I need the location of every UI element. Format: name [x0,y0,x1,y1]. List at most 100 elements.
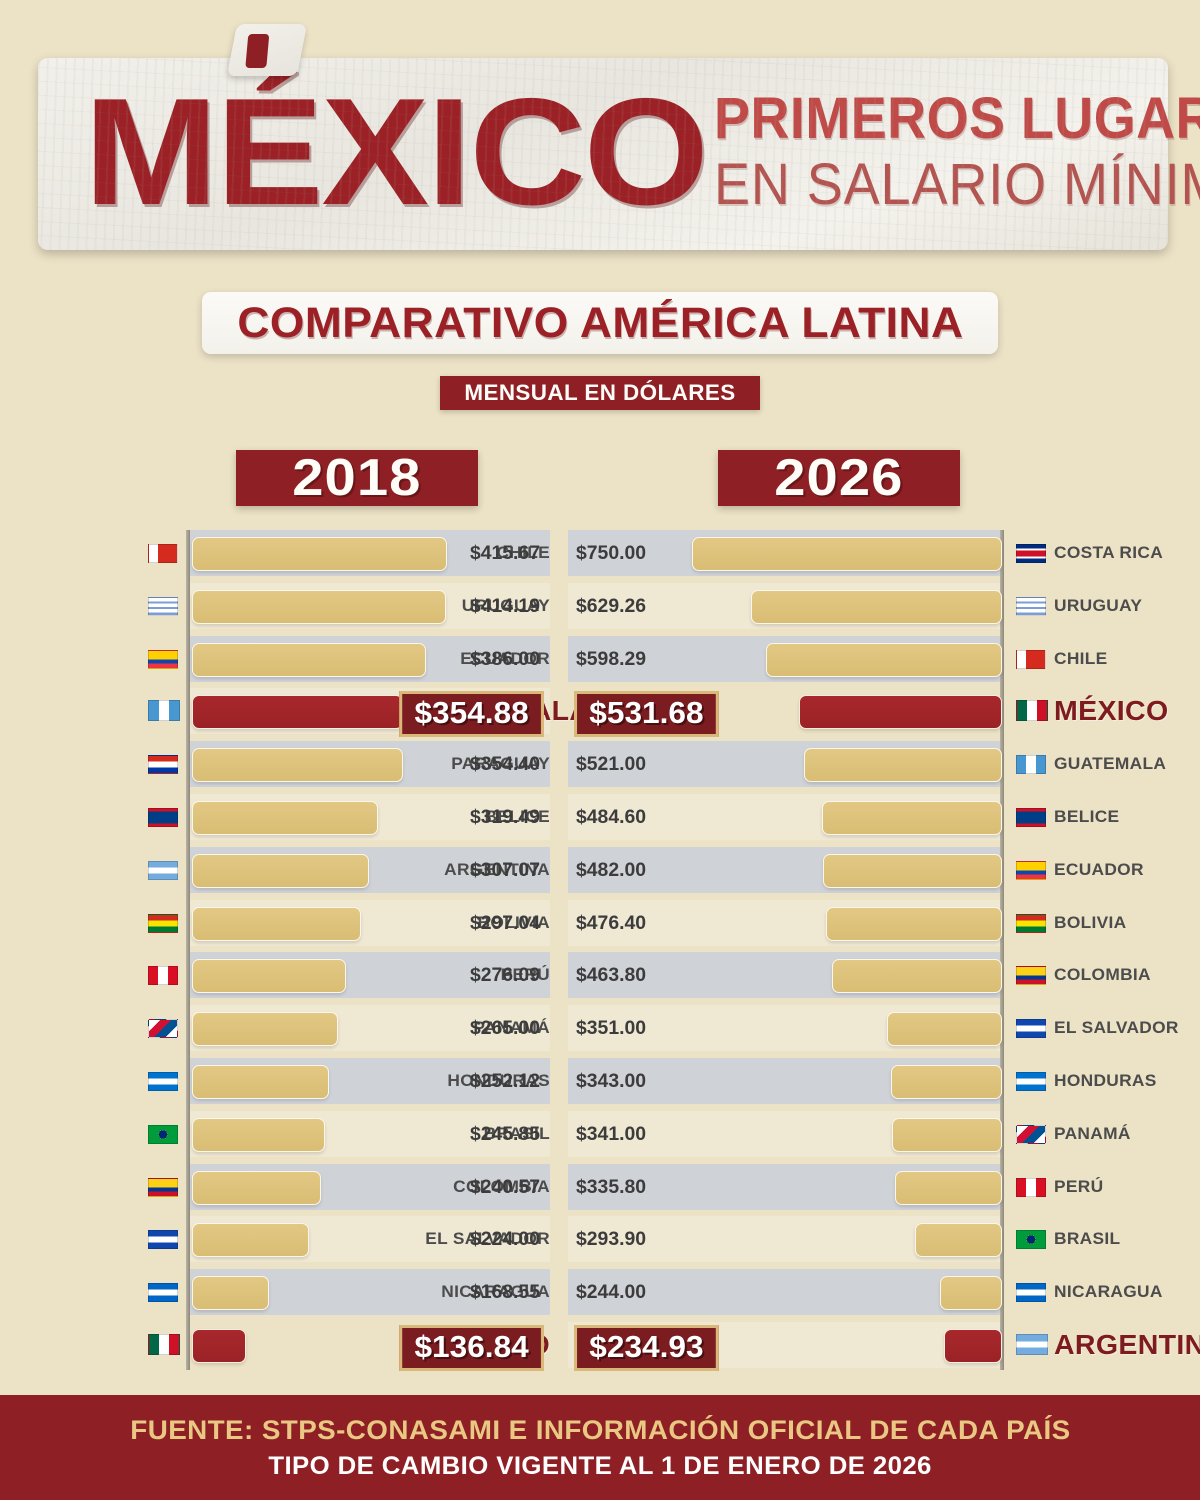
country-label-2026: PERÚ [1054,1176,1104,1196]
bar-2026 [766,642,1002,677]
bar-2018 [192,748,403,783]
flag-icon-ar [148,860,178,880]
table-row: ECUADOR $386.00 $598.29 CHILE [0,635,1200,682]
table-row: GUATEMALA$354.88$531.68 MÉXICO [0,688,1200,738]
country-label-2018: PARAGUAY [451,754,550,774]
bar-row-2018: GUATEMALA$354.88 [0,688,590,738]
bar-row-2018: BOLIVIA $297.04 [0,900,550,946]
flag-stripes [148,1177,178,1197]
bar-value-2026: $531.68 [574,691,719,738]
comparative-banner-label: COMPARATIVO AMÉRICA LATINA [236,298,964,347]
bar-2018 [192,1329,246,1363]
bar-2018 [192,801,378,835]
flag-stripes [1016,700,1048,722]
flag-icon-pe [1016,1177,1046,1197]
bar-row-2018: URUGUAY $414.19 [0,583,550,629]
flag-stripes [1016,1334,1048,1355]
table-row: NICARAGUA $168.55 $244.00 NICARAGUA [0,1269,1200,1316]
bar-value-2026: $476.40 [576,912,647,934]
bar-value-2026: $244.00 [576,1282,647,1304]
bar-row-2026: $521.00 GUATEMALA [568,741,1200,787]
bar-2026 [892,1117,1002,1152]
flag-stripes [148,1283,178,1303]
page-title: MÉXICO [84,67,709,237]
flag-stripes [148,860,178,880]
bar-2018 [192,1117,325,1152]
bar-row-2026: $351.00 EL SALVADOR [568,1005,1200,1051]
flag-stripes [1016,596,1046,616]
table-row: HONDURAS $252.12 $343.00 HONDURAS [0,1058,1200,1104]
bar-value-2026: $484.60 [576,807,647,828]
bar-row-2026: $476.40 BOLIVIA [568,900,1200,946]
table-row: MÉXICO$136.84 $234.93 ARGENTINA [0,1322,1200,1371]
bar-2026 [915,1223,1002,1258]
bar-row-2018: PANAMÁ $265.00 [0,1005,550,1051]
bar-row-2026: $463.80 COLOMBIA [568,952,1200,998]
flag-icon-ec [148,649,178,669]
bar-row-2026: $234.93 ARGENTINA [568,1322,1200,1371]
year-badge-2018-label: 2018 [292,449,422,507]
bar-value-2018: $307.07 [469,859,540,881]
table-row: ARGENTINA $307.07 $482.00 ECUADOR [0,846,1200,893]
flag-stripes [1016,1019,1046,1039]
flag-stripes [148,544,178,563]
flag-stripes [148,1019,178,1039]
bar-row-2018: CHILE $415.67 [0,530,550,576]
bar-value-2018: $245.85 [469,1123,540,1145]
bar-value-2018: $252.12 [469,1071,540,1092]
flag-stripes [1016,808,1046,827]
bar-value-2018: $136.84 [399,1325,544,1371]
bar-row-2018: BELICE $319.49 [0,794,550,840]
bar-value-2026: $482.00 [576,859,647,881]
bar-row-2026: $750.00 COSTA RICA [568,530,1200,576]
bar-value-2018: $240.57 [469,1176,540,1198]
flag-stripes [1016,913,1046,933]
bar-value-2026: $629.26 [576,595,647,617]
bar-row-2018: PARAGUAY $354.40 [0,741,550,787]
flag-icon-co [1016,966,1046,986]
bar-row-2018: ARGENTINA $307.07 [0,847,550,893]
bar-row-2026: $484.60 BELICE [568,794,1200,840]
accent-tab-icon [226,24,308,76]
flag-icon-py [148,755,178,775]
axis-line-left [186,530,190,1370]
bar-row-2018: NICARAGUA $168.55 [0,1269,550,1315]
country-label-2018: CHILE [496,543,550,562]
bar-value-2026: $750.00 [576,543,647,564]
bar-2018 [192,1170,321,1205]
country-label-2018: COLOMBIA [453,1176,550,1196]
bar-2026 [823,853,1002,888]
table-row: BOLIVIA $297.04 $476.40 BOLIVIA [0,899,1200,946]
bar-value-2018: $354.40 [469,754,540,776]
comparative-banner: COMPARATIVO AMÉRICA LATINA [202,292,998,354]
country-label-2018: PERÚ [500,965,550,985]
flag-icon-cl [148,544,178,563]
bar-2018 [192,853,369,888]
table-row: CHILE $415.67 $750.00 COSTA RICA [0,530,1200,576]
flag-icon-mx [148,1334,180,1355]
flag-stripes [148,755,178,775]
country-label-2026: BOLIVIA [1054,912,1127,932]
bar-2018 [192,906,362,941]
flag-stripes [1016,544,1046,563]
bar-value-2018: $276.09 [469,965,540,987]
country-label-2018: PANAMÁ [473,1018,550,1038]
bar-2026 [821,801,1002,835]
header-subtitle-line1: PRIMEROS LUGARES [714,86,1200,151]
bar-value-2026: $341.00 [576,1123,647,1145]
bar-2018 [192,642,426,677]
header-subtitle-line2: EN SALARIO MÍNIMO [714,152,1200,217]
footer-source: FUENTE: STPS-CONASAMI E INFORMACIÓN OFIC… [129,1414,1071,1445]
flag-stripes [1016,966,1046,986]
flag-stripes [148,1124,178,1144]
bar-2018 [192,695,404,730]
bar-2018 [192,589,446,624]
country-label-2026: EL SALVADOR [1054,1018,1179,1038]
bar-row-2018: EL SALVADOR $224.00 [0,1216,550,1262]
country-label-2018: ECUADOR [460,648,550,668]
flag-icon-gt [1016,755,1046,775]
country-label-2026: BELICE [1054,807,1120,826]
bar-value-2018: $354.88 [399,691,544,738]
country-label-2018: NICARAGUA [441,1282,550,1302]
table-row: PANAMÁ $265.00 $351.00 EL SALVADOR [0,1005,1200,1052]
